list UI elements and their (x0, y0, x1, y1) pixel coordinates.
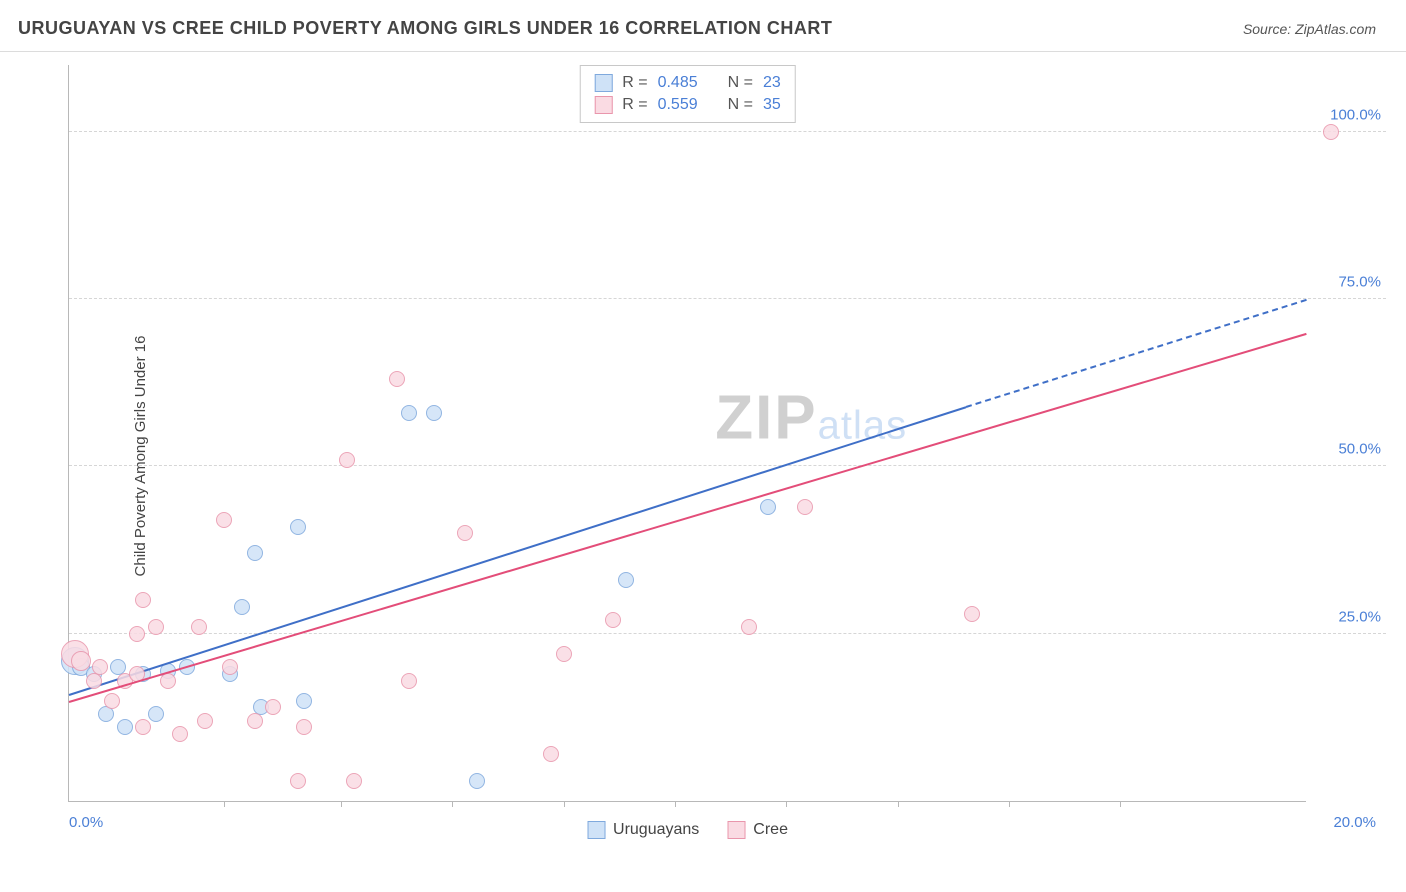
chart-area: Child Poverty Among Girls Under 16 ZIPat… (48, 60, 1386, 852)
data-point (135, 592, 151, 608)
legend-swatch (727, 821, 745, 839)
series-swatch (594, 96, 612, 114)
y-tick-label: 50.0% (1338, 441, 1381, 458)
data-point (426, 405, 442, 421)
watermark: ZIPatlas (715, 383, 907, 454)
x-tick (1120, 801, 1121, 807)
y-tick-label: 75.0% (1338, 274, 1381, 291)
data-point (605, 612, 621, 628)
data-point (1323, 124, 1339, 140)
gridline (69, 633, 1386, 634)
stats-row: R = 0.559 N = 35 (594, 94, 781, 116)
x-tick (1009, 801, 1010, 807)
data-point (197, 713, 213, 729)
legend-label: Cree (753, 821, 788, 839)
data-point (618, 572, 634, 588)
data-point (92, 659, 108, 675)
data-point (222, 659, 238, 675)
data-point (234, 599, 250, 615)
trend-line (69, 333, 1307, 703)
data-point (346, 773, 362, 789)
data-point (148, 706, 164, 722)
series-legend: Uruguayans Cree (587, 821, 788, 839)
x-max-label: 20.0% (1333, 814, 1376, 831)
y-tick-label: 25.0% (1338, 608, 1381, 625)
data-point (129, 626, 145, 642)
data-point (389, 371, 405, 387)
data-point (104, 693, 120, 709)
data-point (247, 713, 263, 729)
r-value: 0.559 (658, 96, 698, 114)
data-point (741, 619, 757, 635)
n-value: 35 (763, 96, 781, 114)
data-point (457, 525, 473, 541)
data-point (296, 719, 312, 735)
stats-legend-box: R = 0.485 N = 23 R = 0.559 N = 35 (579, 65, 796, 123)
data-point (964, 606, 980, 622)
x-tick (786, 801, 787, 807)
gridline (69, 298, 1386, 299)
data-point (543, 746, 559, 762)
data-point (71, 651, 91, 671)
trend-line (69, 406, 966, 696)
x-tick (675, 801, 676, 807)
legend-label: Uruguayans (613, 821, 699, 839)
trend-line (966, 299, 1307, 408)
data-point (265, 699, 281, 715)
x-tick (341, 801, 342, 807)
data-point (797, 499, 813, 515)
data-point (191, 619, 207, 635)
data-point (339, 452, 355, 468)
scatter-plot: ZIPatlas 0.0% 20.0% R =0.485N =23R =0.55… (68, 65, 1306, 802)
series-swatch (594, 74, 612, 92)
r-label: R = (622, 96, 647, 114)
legend-item: Cree (727, 821, 788, 839)
data-point (760, 499, 776, 515)
stats-row: R = 0.485 N = 23 (594, 72, 781, 94)
r-value: 0.485 (658, 74, 698, 92)
gridline (69, 131, 1386, 132)
gridline (69, 465, 1386, 466)
chart-header: URUGUAYAN VS CREE CHILD POVERTY AMONG GI… (0, 0, 1406, 52)
data-point (247, 545, 263, 561)
data-point (172, 726, 188, 742)
data-point (290, 519, 306, 535)
legend-swatch (587, 821, 605, 839)
chart-title: URUGUAYAN VS CREE CHILD POVERTY AMONG GI… (18, 18, 832, 39)
chart-source: Source: ZipAtlas.com (1243, 21, 1376, 37)
n-label: N = (728, 74, 753, 92)
data-point (556, 646, 572, 662)
data-point (290, 773, 306, 789)
x-tick (224, 801, 225, 807)
x-tick (452, 801, 453, 807)
data-point (296, 693, 312, 709)
data-point (148, 619, 164, 635)
data-point (216, 512, 232, 528)
data-point (117, 719, 133, 735)
legend-item: Uruguayans (587, 821, 699, 839)
n-label: N = (728, 96, 753, 114)
data-point (401, 405, 417, 421)
data-point (469, 773, 485, 789)
data-point (401, 673, 417, 689)
x-tick (564, 801, 565, 807)
x-min-label: 0.0% (69, 814, 103, 831)
data-point (135, 719, 151, 735)
y-tick-label: 100.0% (1330, 106, 1381, 123)
x-tick (898, 801, 899, 807)
n-value: 23 (763, 74, 781, 92)
r-label: R = (622, 74, 647, 92)
